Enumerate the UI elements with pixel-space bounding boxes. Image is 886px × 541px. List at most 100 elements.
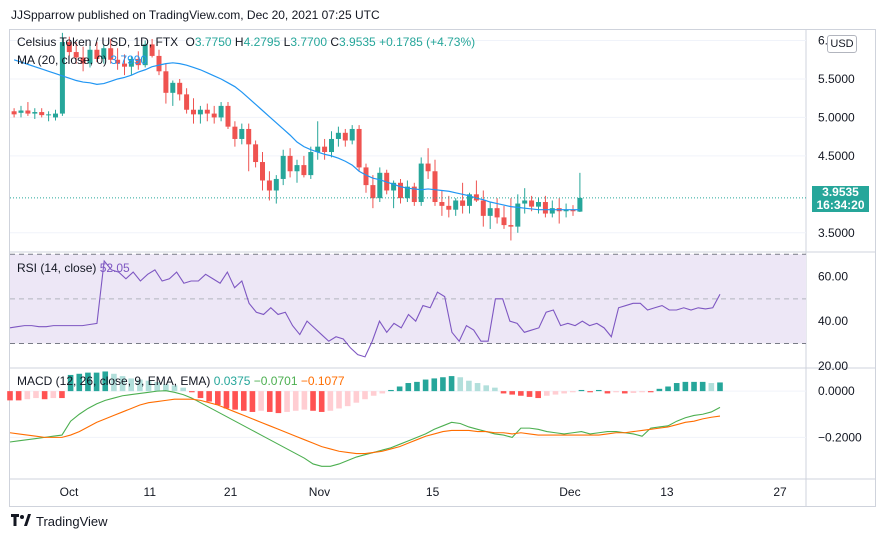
rsi-value: 52.05 — [99, 261, 130, 275]
candle-body — [142, 44, 148, 66]
macd-hist-bar — [249, 391, 256, 412]
candle-body — [508, 225, 514, 227]
close-label: C — [330, 35, 340, 49]
macd-legend[interactable]: MACD (12, 26, close, 9, EMA, EMA) 0.0375… — [17, 374, 345, 388]
macd-hist-bar — [673, 383, 680, 392]
candle-body — [425, 163, 431, 172]
candle-body — [184, 94, 190, 110]
macd-hist-bar — [258, 391, 264, 411]
macd-hist-value: 0.0375 — [213, 374, 251, 388]
macd-hist-bar — [119, 376, 126, 392]
candle-body — [404, 186, 410, 199]
time-tick-label: Oct — [60, 485, 79, 499]
macd-hist-bar — [717, 382, 723, 392]
candle-body — [218, 105, 224, 118]
macd-hist-bar — [145, 380, 152, 392]
candle-body — [377, 172, 383, 199]
macd-hist-bar — [180, 387, 186, 392]
candle-body — [329, 138, 334, 153]
candle-body — [315, 146, 321, 153]
footer-brand[interactable]: TradingView — [11, 514, 108, 529]
open-value: 3.7750 — [194, 35, 232, 49]
candle-body — [253, 144, 259, 163]
macd-hist-bar — [440, 377, 446, 392]
macd-hist-bar — [578, 389, 585, 392]
price-legend: Celsius Token / USD, 1D, FTX O3.7750 H4.… — [17, 35, 475, 49]
macd-hist-bar — [639, 391, 645, 393]
macd-hist-bar — [171, 385, 178, 392]
ma-legend[interactable]: MA (20, close, 0) 3.7990 — [17, 53, 147, 67]
time-tick-label: 21 — [224, 485, 238, 499]
macd-hist-bar — [284, 391, 290, 412]
candle-body — [577, 197, 583, 212]
candle-body — [536, 202, 541, 207]
macd-hist-bar — [544, 391, 550, 396]
macd-hist-bar — [682, 381, 689, 392]
candle-body — [308, 152, 314, 176]
candle-body — [342, 132, 348, 141]
macd-hist-bar — [665, 386, 671, 392]
macd-hist-bar — [604, 391, 611, 394]
macd-hist-bar — [137, 379, 143, 392]
rsi-legend[interactable]: RSI (14, close) 52.05 — [17, 261, 130, 275]
candle-body — [287, 155, 293, 172]
macd-hist-bar — [405, 383, 412, 392]
macd-hist-bar — [370, 391, 377, 396]
macd-hist-bar — [336, 391, 342, 409]
macd-hist-bar — [474, 383, 481, 392]
rsi-tick-label: 60.00 — [818, 270, 848, 284]
candle-body — [549, 208, 555, 214]
candle-body — [439, 202, 445, 206]
chart-frame — [9, 29, 876, 507]
macd-hist-bar — [327, 391, 334, 411]
candle-body — [515, 203, 521, 227]
price-tick-label: 5.0000 — [818, 110, 855, 124]
macd-hist-bar — [232, 391, 238, 410]
candle-body — [301, 165, 307, 176]
time-tick-label: Nov — [309, 485, 330, 499]
macd-hist-bar — [526, 391, 533, 397]
macd-hist-bar — [422, 379, 429, 392]
candle-body — [418, 163, 424, 203]
open-label: O — [185, 35, 195, 49]
candle-body — [522, 200, 528, 204]
candle-body — [246, 128, 252, 145]
macd-hist-bar — [630, 391, 637, 393]
candle-body — [108, 48, 114, 60]
candle-body — [225, 105, 231, 127]
macd-hist-bar — [93, 372, 100, 392]
low-value: 3.7700 — [290, 35, 328, 49]
candle-body — [211, 113, 217, 118]
macd-hist-bar — [457, 377, 464, 392]
candle-body — [177, 82, 183, 95]
macd-hist-bar — [215, 391, 221, 405]
currency-button[interactable]: USD — [827, 35, 857, 53]
macd-hist-bar — [466, 380, 472, 392]
candle-body — [122, 63, 127, 67]
candle-body — [467, 194, 472, 206]
close-value: 3.9535 — [339, 35, 376, 49]
macd-hist-bar — [318, 391, 325, 412]
macd-hist-bar — [102, 371, 109, 392]
macd-hist-bar — [362, 391, 368, 400]
candle-body — [59, 42, 65, 114]
macd-hist-bar — [310, 391, 316, 411]
candle-body — [453, 200, 459, 210]
macd-hist-bar — [266, 391, 273, 412]
candle-body — [115, 59, 121, 64]
candle-body — [204, 109, 210, 114]
time-tick-label: 13 — [660, 485, 674, 499]
macd-hist-bar — [292, 391, 299, 411]
rsi-label: RSI (14, close) — [17, 261, 97, 275]
time-tick-label: 27 — [773, 485, 787, 499]
macd-hist-bar — [656, 388, 663, 392]
candle-body — [349, 128, 355, 141]
candle-body — [25, 110, 31, 114]
candle-body — [156, 55, 162, 72]
candle-body — [149, 44, 155, 56]
symbol-title[interactable]: Celsius Token / USD, 1D, FTX — [17, 35, 179, 49]
macd-hist-bar — [76, 373, 83, 392]
macd-hist-bar — [67, 374, 74, 392]
brand-name: TradingView — [36, 514, 108, 529]
